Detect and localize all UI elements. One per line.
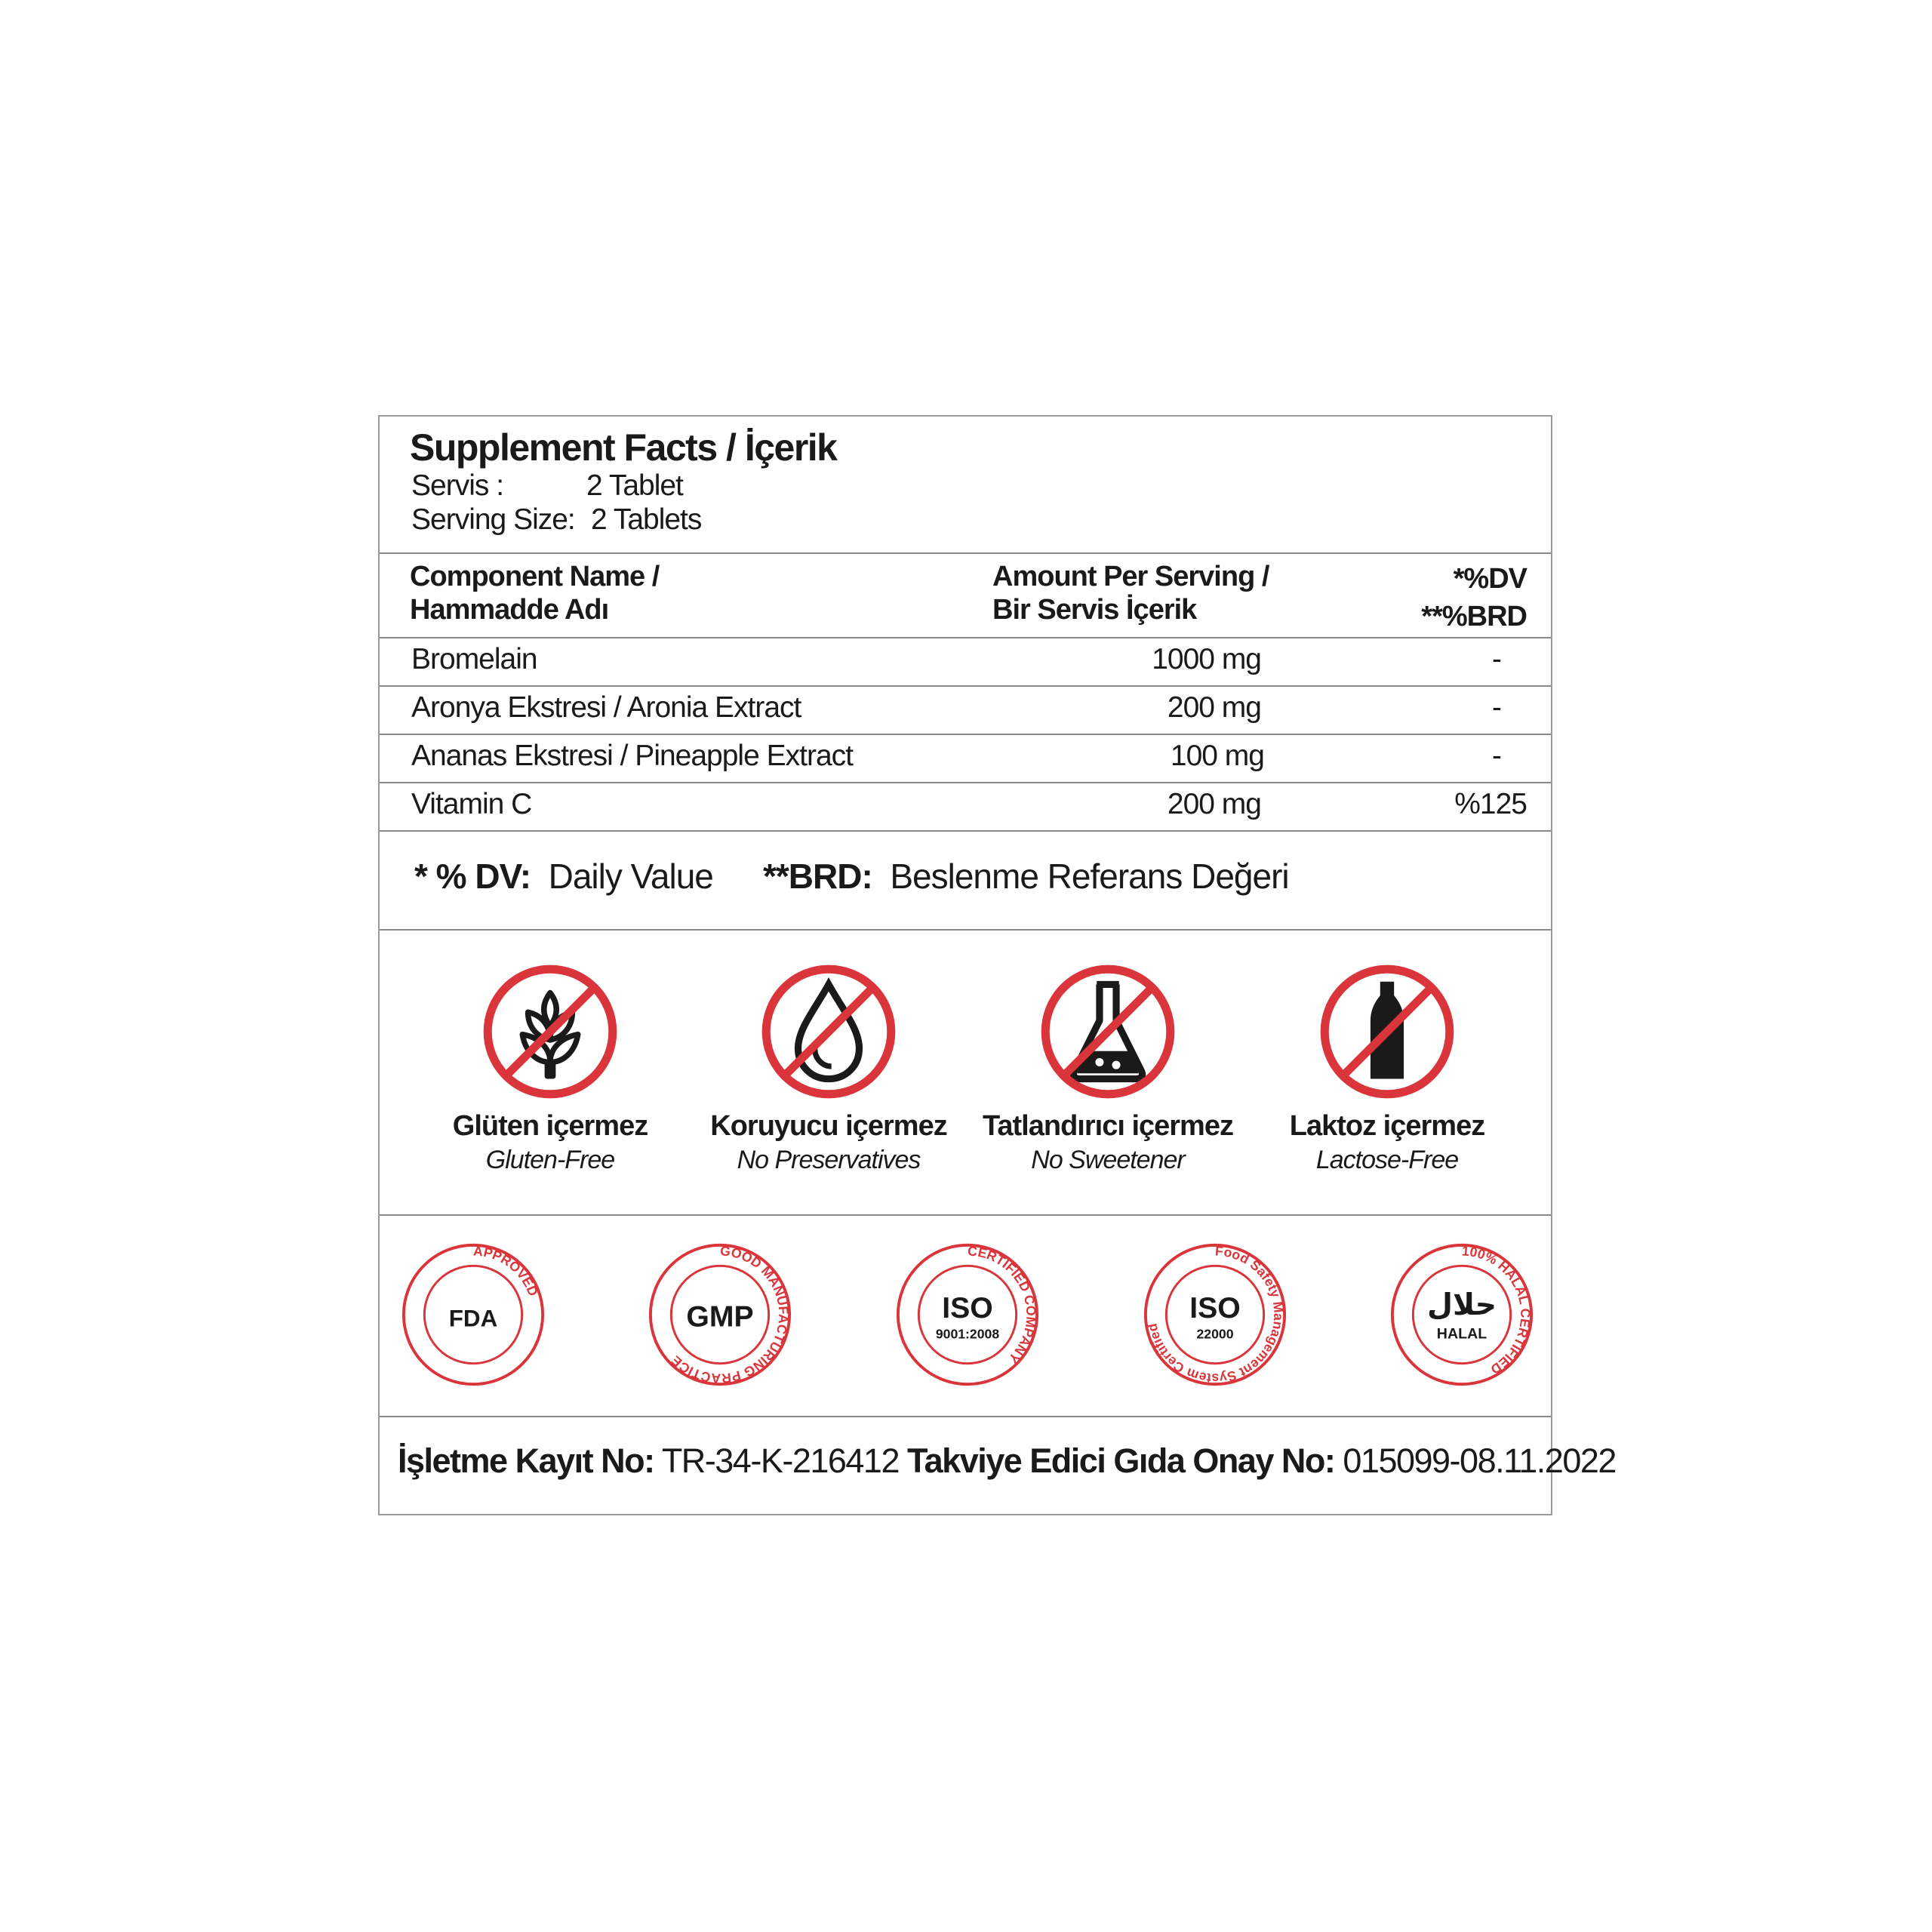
column-header-amount-line2: Bir Servis İçerik	[992, 594, 1197, 626]
seal-main-text: ISO	[942, 1292, 993, 1324]
dv-key: * % DV:	[414, 857, 531, 896]
table-header: Component Name / Hammadde Adı Amount Per…	[380, 552, 1551, 638]
serving-size-value: 2 Tablets	[591, 503, 702, 536]
ingredient-amount: 1000 mg	[1152, 643, 1262, 675]
no-sweetener-icon	[1041, 964, 1175, 1099]
seal-main-text: HALAL	[1437, 1325, 1487, 1342]
ingredient-name: Aronya Ekstresi / Aronia Extract	[411, 691, 801, 724]
no-sweetener-label: Tatlandırıcı içermez No Sweetener	[964, 1110, 1251, 1175]
fda-approved-seal: APPROVED FDA	[401, 1243, 545, 1386]
ingredient-name: Ananas Ekstresi / Pineapple Extract	[411, 740, 854, 772]
dv-footnote: * % DV: Daily Value	[414, 856, 714, 897]
brd-key: **BRD:	[763, 857, 873, 896]
no-gluten-icon	[483, 964, 617, 1099]
iso-22000-seal: Food Safety Management System CertifiedI…	[1143, 1243, 1287, 1386]
registration-line: İşletme Kayıt No: TR-34-K-216412 Takviye…	[398, 1441, 1617, 1481]
footnote-section: * % DV: Daily Value **BRD: Beslenme Refe…	[380, 830, 1551, 931]
seal-main-text: ISO	[1189, 1292, 1241, 1324]
label-tr: Glüten içermez	[452, 1110, 648, 1142]
no-preservatives-icon	[761, 964, 896, 1099]
table-row: Vitamin C 200 mg %125	[380, 782, 1551, 832]
ingredient-dv: -	[1492, 740, 1502, 772]
certifications-section: APPROVED FDA GOOD MANUFACTURING PRACTICE GM…	[380, 1214, 1551, 1417]
column-header-name: Component Name / Hammadde Adı	[410, 560, 660, 626]
free-from-section: Glüten içermez Gluten-Free Koruyucu içer…	[380, 929, 1551, 1216]
lactose-free-label: Laktoz içermez Lactose-Free	[1244, 1110, 1531, 1175]
column-header-dv: *%DV **%BRD	[1421, 560, 1527, 635]
dv-text: Daily Value	[548, 857, 714, 896]
ingredient-amount: 100 mg	[1170, 740, 1265, 772]
svg-text:حلال: حلال	[1427, 1288, 1497, 1322]
ingredient-dv: -	[1492, 643, 1502, 675]
registration-label: İşletme Kayıt No:	[398, 1441, 655, 1480]
ingredient-dv: %125	[1454, 788, 1527, 820]
column-header-amount: Amount Per Serving / Bir Servis İçerik	[992, 560, 1269, 626]
ingredient-amount: 200 mg	[1167, 788, 1262, 820]
label-en: Gluten-Free	[485, 1146, 615, 1174]
column-header-dv-line1: *%DV	[1453, 563, 1527, 595]
servis-value: 2 Tablet	[586, 469, 684, 502]
label-tr: Laktoz içermez	[1289, 1110, 1485, 1142]
servis-label: Servis :	[411, 469, 504, 502]
page-title: Supplement Facts / İçerik	[410, 426, 838, 469]
label-en: No Preservatives	[737, 1146, 921, 1174]
seal-subtext: 9001:2008	[936, 1326, 999, 1341]
no-preservatives-label: Koruyucu içermez No Preservatives	[685, 1110, 972, 1175]
seal-subtext: 22000	[1196, 1326, 1233, 1341]
column-header-amount-line1: Amount Per Serving /	[992, 561, 1269, 592]
table-row: Aronya Ekstresi / Aronia Extract 200 mg …	[380, 685, 1551, 735]
no-lactose-icon	[1320, 964, 1454, 1099]
ingredient-name: Vitamin C	[411, 788, 532, 820]
brd-footnote: **BRD: Beslenme Referans Değeri	[763, 856, 1290, 897]
ingredient-amount: 200 mg	[1167, 691, 1262, 724]
serving-size-label: Serving Size:	[411, 503, 576, 536]
supplement-facts-panel: Supplement Facts / İçerik Servis : 2 Tab…	[378, 415, 1617, 1515]
table-row: Ananas Ekstresi / Pineapple Extract 100 …	[380, 734, 1551, 783]
seal-ring-text: APPROVED	[472, 1243, 540, 1298]
seal-main-text: FDA	[449, 1306, 497, 1332]
approval-label: Takviye Edici Gıda Onay No:	[907, 1441, 1336, 1480]
column-header-dv-line2: **%BRD	[1421, 601, 1527, 632]
column-header-name-line2: Hammadde Adı	[410, 594, 609, 626]
registration-number: TR-34-K-216412	[661, 1441, 900, 1480]
gluten-free-label: Glüten içermez Gluten-Free	[407, 1110, 694, 1175]
header-section: Supplement Facts / İçerik Servis : 2 Tab…	[380, 417, 1551, 554]
column-header-name-line1: Component Name /	[410, 561, 660, 592]
label-tr: Tatlandırıcı içermez	[983, 1110, 1234, 1142]
label-en: No Sweetener	[1031, 1146, 1185, 1174]
seal-main-text: GMP	[686, 1301, 753, 1334]
label-en: Lactose-Free	[1315, 1146, 1459, 1174]
brd-text: Beslenme Referans Değeri	[890, 857, 1289, 896]
approval-number: 015099-08.11.2022	[1343, 1441, 1617, 1480]
table-row: Bromelain 1000 mg -	[380, 637, 1551, 687]
ingredient-dv: -	[1492, 691, 1502, 724]
label-tr: Koruyucu içermez	[710, 1110, 947, 1142]
ingredient-name: Bromelain	[411, 643, 538, 675]
